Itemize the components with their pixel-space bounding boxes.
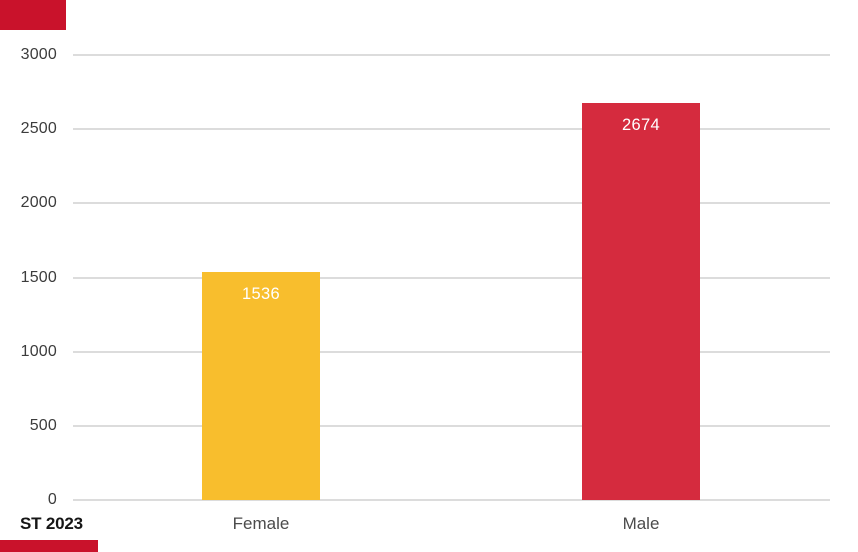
- gridline-500: [73, 424, 830, 427]
- y-tick-label-2000: 2000: [20, 194, 57, 212]
- y-tick-label-500: 500: [29, 416, 57, 434]
- gridline-2000: [73, 202, 830, 205]
- bottom-left-red-fragment: [0, 540, 98, 552]
- bar-value-label-male: 2674: [622, 116, 660, 135]
- top-left-red-fragment: [0, 0, 66, 30]
- gridline-2500: [73, 128, 830, 131]
- bar-male[interactable]: 2674: [582, 103, 700, 500]
- bar-female[interactable]: 1536: [202, 272, 320, 500]
- x-category-label-female: Female: [232, 514, 290, 533]
- y-tick-label-1500: 1500: [20, 268, 57, 286]
- y-tick-label-0: 0: [47, 491, 57, 508]
- gridline-1500: [73, 276, 830, 279]
- y-tick-label-3000: 3000: [20, 46, 57, 63]
- gridline-1000: [73, 350, 830, 353]
- bar-value-label-female: 1536: [242, 285, 280, 304]
- y-tick-label-1000: 1000: [20, 342, 57, 360]
- gridline-0: [73, 499, 830, 501]
- source-label: ST 2023: [20, 514, 83, 533]
- gridline-3000: [73, 54, 830, 56]
- y-tick-label-2500: 2500: [20, 120, 57, 138]
- x-category-label-male: Male: [622, 514, 660, 533]
